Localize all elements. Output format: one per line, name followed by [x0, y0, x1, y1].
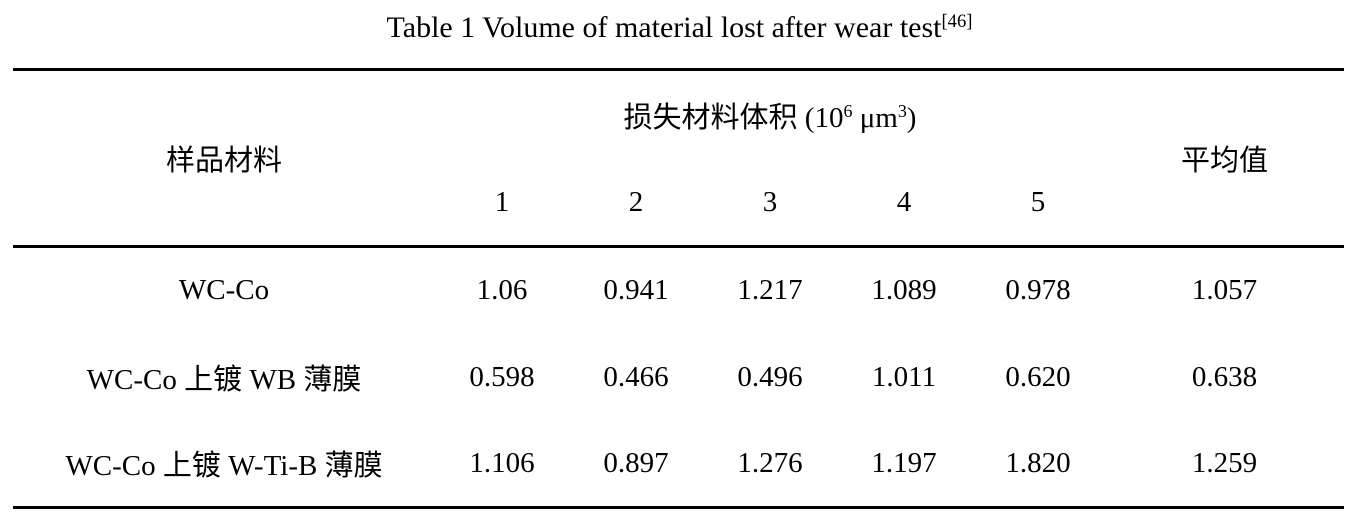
table-row: WC-Co 1.06 0.941 1.217 1.089 0.978 1.057: [13, 245, 1345, 334]
trial-column-header-5: 5: [1030, 185, 1046, 218]
materials-table: 样品材料 损失材料体积 (106 μm3) 平均值 1 2 3 4 5 WC-C…: [13, 68, 1345, 509]
value-cell: 1.06: [435, 245, 569, 334]
value-cell: 1.276: [703, 420, 837, 509]
average-cell: 1.259: [1105, 420, 1345, 509]
title-text: Table 1 Volume of material lost after we…: [386, 11, 942, 44]
table-row: WC-Co 上镀 W-Ti-B 薄膜 1.106 0.897 1.276 1.1…: [13, 420, 1345, 509]
value-cell: 1.106: [435, 420, 569, 509]
value-cell: 1.089: [837, 245, 971, 334]
table-row: WC-Co 上镀 WB 薄膜 0.598 0.466 0.496 1.011 0…: [13, 334, 1344, 421]
header-group-row: 样品材料 损失材料体积 (106 μm3) 平均值: [13, 68, 1345, 247]
table-body: WC-Co 1.06 0.941 1.217 1.089 0.978 1.057…: [13, 245, 1345, 509]
page: Table 1 Volume of material lost after we…: [0, 10, 1359, 527]
sample-cell: WC-Co 上镀 W-Ti-B 薄膜: [13, 420, 435, 509]
trial-column-header-1: 1: [494, 185, 510, 218]
trial-column-header-4: 4: [896, 185, 912, 218]
sample-material-header: 样品材料: [13, 68, 435, 247]
average-cell: 1.057: [1105, 245, 1345, 334]
trial-column-header-3: 3: [762, 185, 778, 218]
value-cell: 0.620: [1005, 360, 1071, 393]
trial-column-header-2: 2: [628, 185, 644, 218]
header-trial-row: 1 2 3 4 5: [13, 160, 1344, 247]
value-cell: 0.978: [971, 245, 1106, 334]
value-cell: 0.941: [569, 245, 703, 334]
page-title: Table 1 Volume of material lost after we…: [0, 10, 1359, 46]
loss-volume-header-unit: μm: [852, 102, 898, 135]
exponent-six: 6: [843, 101, 853, 122]
loss-volume-header-close: ): [906, 102, 917, 135]
loss-volume-header-text: 损失材料体积 (10: [623, 102, 844, 135]
value-cell: 0.897: [569, 420, 703, 509]
average-header: 平均值: [1105, 68, 1345, 247]
sample-cell: WC-Co: [13, 245, 435, 334]
table-header: 样品材料 损失材料体积 (106 μm3) 平均值 1 2 3 4 5: [13, 68, 1345, 247]
value-cell: 0.496: [737, 360, 803, 393]
loss-volume-group-header: 损失材料体积 (106 μm3): [435, 68, 1106, 160]
value-cell: 1.217: [703, 245, 837, 334]
citation-superscript: [46]: [941, 10, 973, 32]
average-cell: 0.638: [1191, 360, 1258, 393]
value-cell: 0.466: [603, 360, 669, 393]
value-cell: 1.820: [971, 420, 1106, 509]
value-cell: 1.197: [837, 420, 971, 509]
value-cell: 1.011: [871, 360, 937, 393]
exponent-three: 3: [897, 101, 907, 122]
sample-cell: WC-Co 上镀 WB 薄膜: [86, 364, 362, 396]
value-cell: 0.598: [469, 360, 535, 393]
